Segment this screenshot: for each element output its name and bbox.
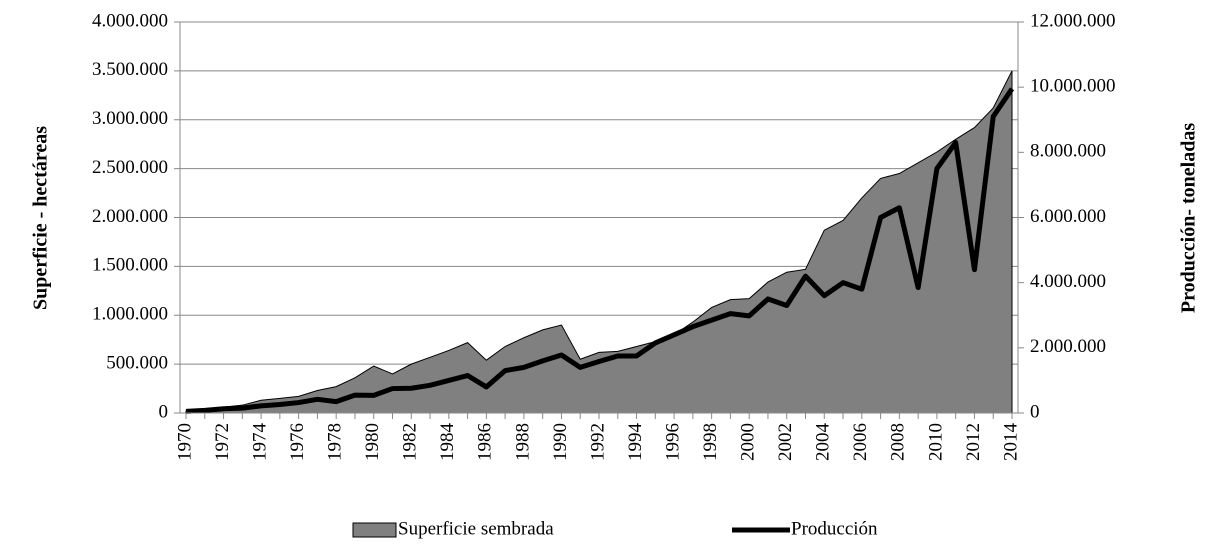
y2-tick-label: 8.000.000 <box>1030 141 1106 162</box>
legend-label: Superficie sembrada <box>398 518 554 539</box>
y2-tick-label: 12.000.000 <box>1030 10 1116 31</box>
x-tick-label: 1990 <box>550 423 571 461</box>
x-tick-label: 1970 <box>174 423 195 461</box>
x-tick-label: 1986 <box>475 423 496 461</box>
x-tick-label: 2006 <box>850 423 871 461</box>
x-tick-label: 1972 <box>212 423 233 461</box>
line <box>185 87 1015 414</box>
y-tick-label: 3.000.000 <box>92 108 168 129</box>
legend-swatch <box>352 522 397 538</box>
y2-axis-title: Producción- toneladas <box>1178 123 1200 313</box>
x-tick-label: 2010 <box>925 423 946 461</box>
x-tick-label: 1996 <box>662 423 683 461</box>
y-tick-label: 1.500.000 <box>92 255 168 276</box>
x-tick-label: 2004 <box>813 423 834 462</box>
y2-tick-label: 0 <box>1030 401 1040 422</box>
x-tick-label: 1998 <box>700 423 721 461</box>
x-tick-label: 1978 <box>325 423 346 461</box>
y-tick-label: 1.000.000 <box>92 304 168 325</box>
x-tick-label: 2000 <box>738 423 759 461</box>
x-tick-label: 1988 <box>512 423 533 461</box>
y-tick-label: 4.000.000 <box>92 10 168 31</box>
legend-label: Producción <box>791 518 878 539</box>
x-tick-label: 1974 <box>249 423 270 462</box>
y-tick-label: 500.000 <box>106 352 168 373</box>
area <box>185 70 1013 414</box>
x-tick-label: 1980 <box>362 423 383 461</box>
y-axis-title: Superficie - hectáreas <box>30 126 52 310</box>
x-tick-label: 1984 <box>437 423 458 462</box>
x-tick-label: 1994 <box>625 423 646 462</box>
y2-tick-label: 2.000.000 <box>1030 336 1106 357</box>
x-tick-label: 2012 <box>963 423 984 461</box>
y-tick-label: 3.500.000 <box>92 59 168 80</box>
x-tick-label: 2014 <box>1000 423 1021 462</box>
x-tick-label: 2002 <box>775 423 796 461</box>
y-tick-label: 2.500.000 <box>92 157 168 178</box>
y2-tick-label: 4.000.000 <box>1030 271 1106 292</box>
y2-tick-label: 6.000.000 <box>1030 206 1106 227</box>
y-tick-label: 0 <box>159 401 169 422</box>
y2-tick-label: 10.000.000 <box>1030 76 1116 97</box>
x-tick-label: 1976 <box>287 423 308 461</box>
x-tick-label: 2008 <box>888 423 909 461</box>
x-tick-label: 1982 <box>400 423 421 461</box>
x-tick-label: 1992 <box>587 423 608 461</box>
y-tick-label: 2.000.000 <box>92 206 168 227</box>
